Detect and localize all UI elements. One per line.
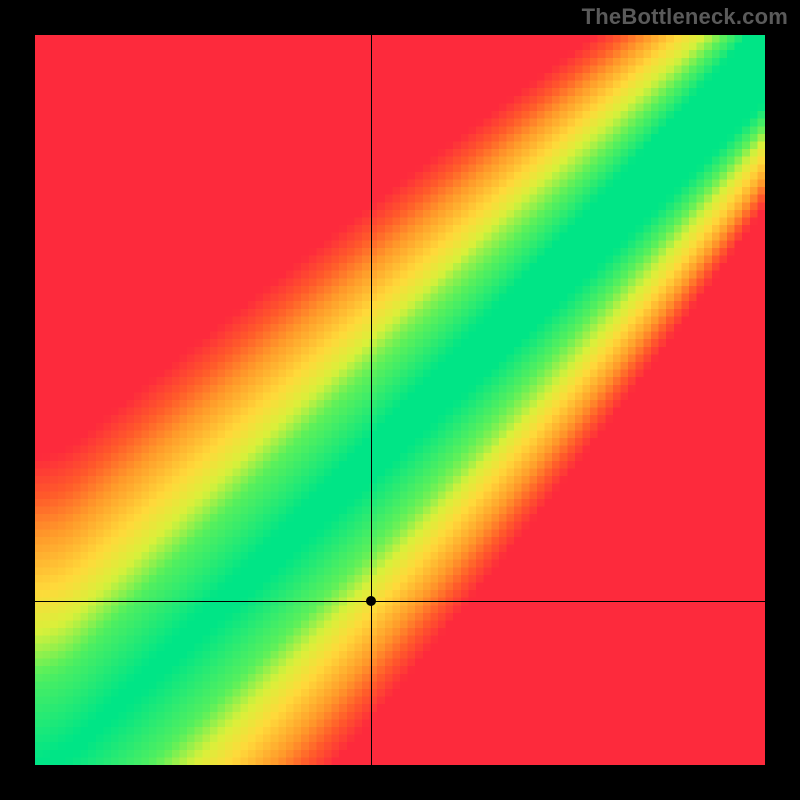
watermark-text: TheBottleneck.com (582, 4, 788, 30)
chart-frame: TheBottleneck.com (0, 0, 800, 800)
heatmap-canvas (35, 35, 765, 765)
heatmap-plot (35, 35, 765, 765)
